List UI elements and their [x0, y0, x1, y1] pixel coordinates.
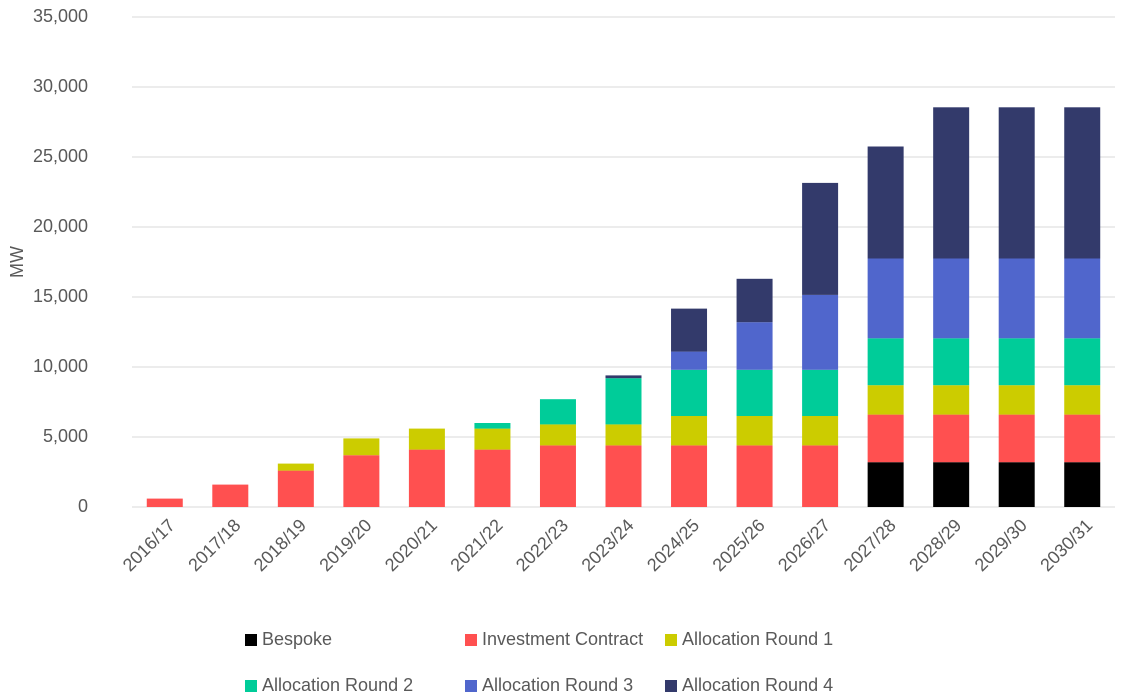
legend-swatch	[465, 634, 477, 646]
x-tick-label: 2018/19	[250, 515, 310, 575]
bar-segment	[802, 416, 839, 446]
bar-segment	[736, 445, 773, 507]
x-tick-label: 2017/18	[184, 515, 244, 575]
bar-segment	[671, 369, 708, 416]
y-tick-label: 5,000	[43, 426, 88, 446]
bar-segment	[802, 182, 839, 295]
bar-segment	[867, 146, 904, 259]
x-tick-label: 2024/25	[643, 515, 703, 575]
y-tick-label: 25,000	[33, 146, 88, 166]
y-tick-label: 20,000	[33, 216, 88, 236]
bar-segment	[998, 414, 1035, 463]
y-tick-label: 0	[78, 496, 88, 516]
bar-segment	[277, 463, 314, 471]
bar-segment	[933, 385, 970, 415]
bar-segment	[212, 484, 249, 507]
bar-segment	[736, 416, 773, 446]
legend-label: Allocation Round 1	[682, 629, 833, 649]
bar-segment	[539, 399, 576, 425]
bar-segment	[1064, 258, 1101, 339]
bar-segment	[998, 462, 1035, 507]
y-axis-label: MW	[7, 246, 27, 278]
bar-segment	[671, 416, 708, 446]
bar-segment	[1064, 462, 1101, 507]
x-tick-label: 2030/31	[1036, 515, 1096, 575]
bar-segment	[605, 378, 642, 425]
legend-label: Bespoke	[262, 629, 332, 649]
bar-segment	[998, 258, 1035, 339]
bar-segment	[1064, 385, 1101, 415]
x-tick-label: 2021/22	[446, 515, 506, 575]
y-tick-label: 10,000	[33, 356, 88, 376]
bar-segment	[867, 414, 904, 463]
x-tick-label: 2028/29	[905, 515, 965, 575]
bar-segment	[408, 449, 445, 507]
bar-segment	[933, 107, 970, 259]
y-tick-label: 15,000	[33, 286, 88, 306]
x-tick-label: 2016/17	[119, 515, 179, 575]
x-tick-label: 2022/23	[512, 515, 572, 575]
bar-segment	[671, 351, 708, 370]
bar-segment	[474, 423, 511, 429]
x-tick-label: 2027/28	[840, 515, 900, 575]
legend-swatch	[245, 680, 257, 692]
bar-segment	[474, 449, 511, 507]
bar-segment	[1064, 338, 1101, 386]
x-tick-label: 2029/30	[971, 515, 1031, 575]
legend-swatch	[665, 680, 677, 692]
bar-segment	[605, 424, 642, 446]
y-tick-label: 35,000	[33, 6, 88, 26]
bar-segment	[671, 445, 708, 507]
bar-segment	[343, 455, 380, 507]
bar-segment	[933, 258, 970, 339]
bar-segment	[605, 375, 642, 379]
x-tick-label: 2023/24	[578, 515, 638, 575]
bar-segment	[1064, 107, 1101, 259]
bar-segment	[998, 338, 1035, 386]
bar-segment	[146, 498, 183, 507]
legend-label: Investment Contract	[482, 629, 643, 649]
x-tick-label: 2020/21	[381, 515, 441, 575]
legend-label: Allocation Round 2	[262, 675, 413, 695]
legend-label: Allocation Round 4	[682, 675, 833, 695]
bar-segment	[867, 385, 904, 415]
bar-segment	[343, 438, 380, 456]
bar-segment	[1064, 414, 1101, 463]
bar-segment	[867, 338, 904, 386]
bar-segment	[736, 278, 773, 323]
legend-label: Allocation Round 3	[482, 675, 633, 695]
bar-segment	[671, 308, 708, 352]
bar-segment	[933, 338, 970, 386]
bar-segment	[802, 445, 839, 507]
bar-segment	[277, 470, 314, 507]
bar-segment	[408, 428, 445, 450]
legend-swatch	[245, 634, 257, 646]
bar-segment	[736, 322, 773, 370]
bar-segment	[539, 424, 576, 446]
x-tick-label: 2019/20	[315, 515, 375, 575]
y-tick-label: 30,000	[33, 76, 88, 96]
legend-swatch	[465, 680, 477, 692]
bar-segment	[474, 428, 511, 450]
x-tick-label: 2026/27	[774, 515, 834, 575]
bar-segment	[539, 445, 576, 507]
bar-segment	[933, 414, 970, 463]
legend-swatch	[665, 634, 677, 646]
bar-segment	[998, 385, 1035, 415]
bar-segment	[867, 462, 904, 507]
bar-segment	[802, 294, 839, 370]
bar-segment	[605, 445, 642, 507]
bar-segment	[933, 462, 970, 507]
x-tick-label: 2025/26	[709, 515, 769, 575]
bar-segment	[802, 369, 839, 416]
bar-segment	[867, 258, 904, 339]
bar-segment	[998, 107, 1035, 259]
bar-segment	[736, 369, 773, 416]
